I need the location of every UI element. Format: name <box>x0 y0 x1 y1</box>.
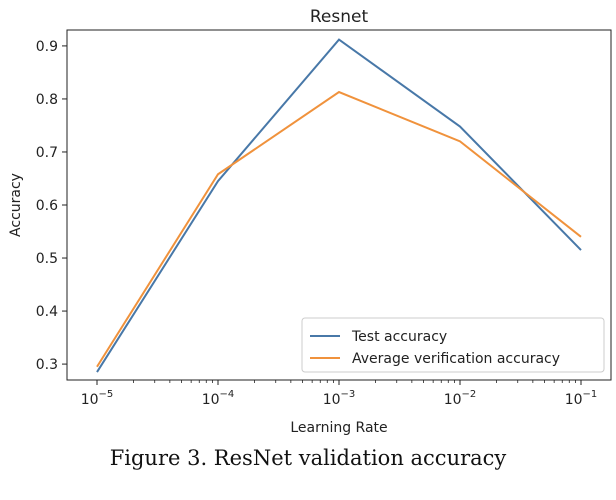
x-tick-label: 10−1 <box>565 389 598 408</box>
x-axis-label: Learning Rate <box>290 420 387 436</box>
x-tick-label: 10−2 <box>444 389 477 408</box>
legend-box <box>301 317 605 373</box>
series-line-average-verification-accuracy <box>96 90 582 368</box>
y-tick-label: 0.5 <box>36 251 58 267</box>
x-tick-label: 10−4 <box>202 389 235 408</box>
y-axis-label: Accuracy <box>8 173 24 237</box>
y-tick-label: 0.6 <box>36 198 58 214</box>
legend-label: Average verification accuracy <box>352 351 560 367</box>
x-tick-label: 10−5 <box>81 389 114 408</box>
x-tick-label: 10−3 <box>323 389 356 408</box>
y-tick-label: 0.8 <box>36 92 58 108</box>
y-axis: 0.3 0.4 0.5 0.6 0.7 0.8 0.9 <box>36 39 67 373</box>
line-chart: Resnet 0.30.40.50.60.70.80.9 10−5 10−4 10−… <box>8 7 612 436</box>
series-layer <box>96 38 582 373</box>
x-axis: 10−5 10−4 10−3 10−2 10−1 <box>81 380 598 408</box>
series-line-test-accuracy <box>96 38 582 373</box>
legend-label: Test accuracy <box>351 329 447 345</box>
chart-title: Resnet <box>310 7 369 27</box>
y-tick-label: 0.3 <box>36 357 58 373</box>
legend: Test accuracy Average verification accura… <box>301 317 605 373</box>
y-tick-label: 0.7 <box>36 145 58 161</box>
figure-caption: Figure 3. ResNet validation accuracy <box>109 446 507 470</box>
y-tick-label: 0.4 <box>36 304 58 320</box>
y-tick-label: 0.9 <box>36 39 58 55</box>
